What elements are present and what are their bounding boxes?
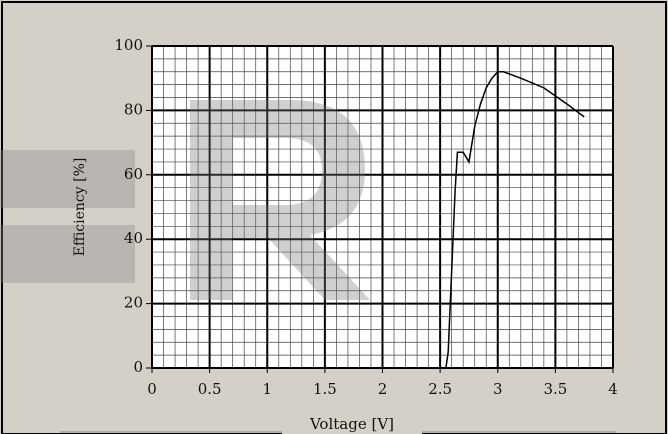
x-tick-label: 0.5 [198, 380, 222, 398]
x-tick-label: 2.5 [428, 380, 452, 398]
watermark [0, 100, 370, 300]
label-bg [282, 414, 422, 434]
x-axis-label: Voltage [V] [309, 415, 394, 433]
x-tick-label: 2 [378, 380, 388, 398]
series-line [445, 71, 585, 369]
y-axis-label: Efficiency [%] [72, 158, 88, 257]
x-tick-label: 0 [147, 380, 157, 398]
y-tick-label: 100 [114, 36, 143, 54]
y-tick-label: 60 [124, 165, 143, 183]
x-tick-label: 1.5 [313, 380, 337, 398]
x-tick-label: 3.5 [543, 380, 567, 398]
x-tick-label: 4 [608, 380, 618, 398]
y-tick-label: 40 [124, 229, 143, 247]
y-tick-label: 80 [124, 100, 143, 118]
y-tick-label: 0 [133, 358, 143, 376]
x-tick-label: 1 [262, 380, 272, 398]
y-tick-label: 20 [124, 294, 143, 312]
x-tick-label: 3 [493, 380, 503, 398]
